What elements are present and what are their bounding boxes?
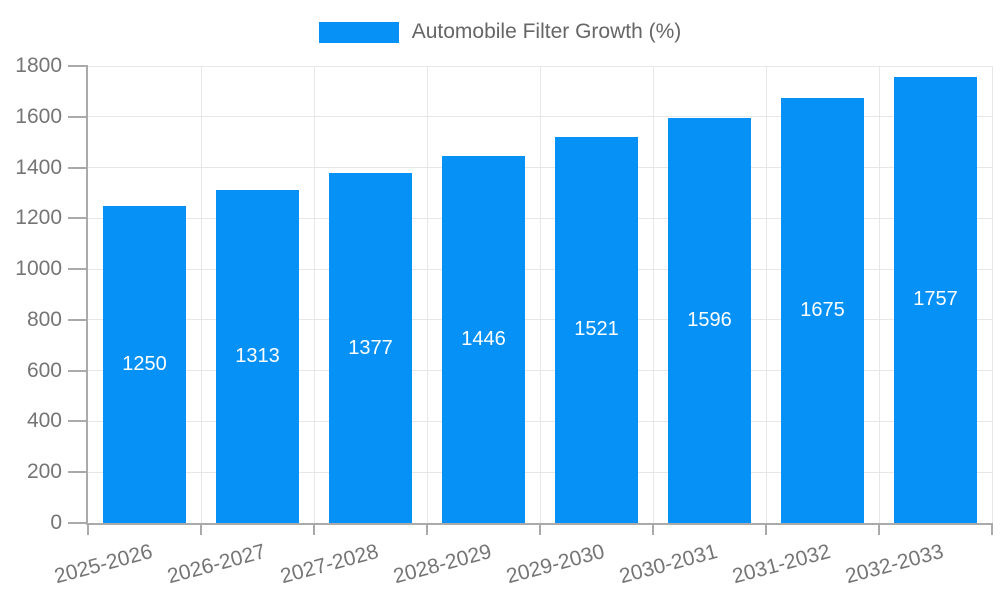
y-tick-label: 600 [26, 358, 62, 382]
bar-value-label: 1250 [122, 352, 167, 375]
y-tick-label: 1800 [15, 54, 62, 77]
y-tick-mark [68, 420, 88, 423]
plot-area: 0 200 400 600 800 1000 1200 1400 1600 1800 1250 202… [15, 54, 993, 588]
x-tick-mark [313, 523, 315, 535]
x-tick-mark [200, 523, 202, 535]
v-gridline [200, 66, 202, 523]
y-tick-mark [68, 318, 88, 321]
bar-value-label: 1596 [687, 308, 732, 331]
y-tick-mark [68, 166, 88, 169]
legend-swatch[interactable] [318, 21, 399, 43]
x-tick-mark [652, 523, 654, 535]
y-tick-label: 400 [26, 409, 62, 433]
bar-value-label: 1521 [574, 318, 619, 341]
bar-value-label: 1675 [800, 298, 845, 321]
x-tick-mark [426, 523, 428, 535]
v-gridline [878, 66, 880, 523]
y-axis-line [86, 66, 88, 525]
v-gridline [991, 66, 993, 523]
v-gridline [313, 66, 315, 523]
y-tick-mark [68, 268, 88, 271]
x-tick-mark [765, 523, 767, 535]
y-tick-label: 1400 [15, 155, 62, 179]
legend: Automobile Filter Growth (%) [0, 20, 1000, 44]
bar: 1250 [103, 205, 186, 523]
bar-value-label: 1757 [913, 288, 958, 311]
bar-value-label: 1313 [235, 344, 280, 367]
bar: 1757 [894, 76, 977, 523]
x-tick-mark [991, 523, 993, 535]
x-tick-mark [539, 523, 541, 535]
y-tick-mark [68, 369, 88, 372]
bar: 1675 [781, 97, 864, 523]
v-gridline [652, 66, 654, 523]
legend-label[interactable]: Automobile Filter Growth (%) [411, 20, 682, 43]
x-tick-mark [87, 523, 89, 535]
y-tick-label: 0 [50, 511, 62, 534]
y-tick-label: 1000 [15, 257, 62, 281]
y-tick-label: 1600 [15, 104, 62, 128]
v-gridline [539, 66, 541, 523]
bar: 1377 [329, 173, 412, 523]
bar: 1596 [668, 117, 751, 523]
y-tick-mark [68, 115, 88, 118]
v-gridline [765, 66, 767, 523]
y-tick-mark [68, 522, 88, 524]
bar-value-label: 1446 [461, 327, 506, 350]
y-tick-mark [68, 65, 88, 67]
bar: 1313 [216, 189, 299, 523]
bar: 1446 [442, 155, 525, 523]
x-tick-mark [878, 523, 880, 535]
y-tick-mark [68, 217, 88, 220]
y-tick-label: 1200 [15, 206, 62, 230]
v-gridline [426, 66, 428, 523]
y-tick-label: 800 [26, 307, 62, 331]
bar: 1521 [555, 136, 638, 523]
bar-value-label: 1377 [348, 336, 393, 359]
y-tick-mark [68, 471, 88, 474]
y-tick-label: 200 [26, 460, 62, 484]
